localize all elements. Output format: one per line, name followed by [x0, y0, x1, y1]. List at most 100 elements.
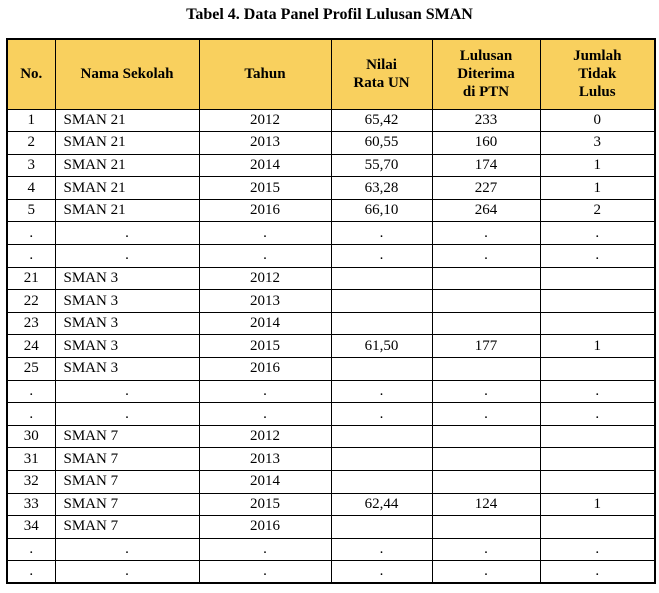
table-cell: 2012 [198, 424, 332, 449]
table-cell: . [539, 402, 656, 426]
header-row: No. Nama Sekolah Tahun Nilai Rata UN Lul… [6, 38, 656, 110]
table-row: 24 SMAN 3 2015 61,50 177 1 [6, 334, 656, 359]
table-cell: 30 [6, 424, 56, 449]
table-cell: 2013 [198, 447, 332, 471]
table-cell: 25 [6, 357, 56, 381]
table-cell: 160 [431, 131, 541, 155]
table-cell: 2 [539, 198, 656, 223]
table-cell: 2014 [198, 311, 332, 336]
table-cell: . [198, 537, 332, 562]
table-cell: . [54, 402, 200, 426]
table-cell: 124 [431, 492, 541, 517]
table-cell: . [330, 244, 433, 268]
table-cell: 227 [431, 176, 541, 200]
table-cell: SMAN 3 [54, 334, 200, 359]
table-cell [539, 266, 656, 291]
table-row: ...... [6, 379, 656, 404]
table-cell [330, 266, 433, 291]
table-cell: . [198, 402, 332, 426]
table-cell: 233 [431, 108, 541, 133]
table-row: ...... [6, 221, 656, 246]
table-cell: . [330, 560, 433, 584]
table-cell: 264 [431, 198, 541, 223]
table-cell: . [54, 221, 200, 246]
table-row: ...... [6, 560, 656, 584]
table-cell: 0 [539, 108, 656, 133]
table-cell: 24 [6, 334, 56, 359]
table-cell: SMAN 7 [54, 470, 200, 494]
table-cell: 2016 [198, 515, 332, 539]
table-cell: SMAN 21 [54, 176, 200, 200]
column-header-nama-sekolah: Nama Sekolah [54, 38, 200, 110]
table-cell: SMAN 21 [54, 108, 200, 133]
column-header-lulusan-diterima-ptn: Lulusan Diterima di PTN [431, 38, 541, 110]
table-cell [539, 470, 656, 494]
table-cell: 2012 [198, 266, 332, 291]
table-row: 31 SMAN 7 2013 [6, 447, 656, 471]
table-cell: . [539, 221, 656, 246]
table-cell: SMAN 21 [54, 131, 200, 155]
table-cell: 2 [6, 131, 56, 155]
table-cell [539, 447, 656, 471]
table-cell: 63,28 [330, 176, 433, 200]
table-cell: . [431, 221, 541, 246]
column-header-nilai-rata-un: Nilai Rata UN [330, 38, 433, 110]
table-cell: SMAN 7 [54, 447, 200, 471]
table-cell [539, 357, 656, 381]
table-cell: 61,50 [330, 334, 433, 359]
table-cell [539, 311, 656, 336]
table-cell: 2016 [198, 357, 332, 381]
column-header-tahun: Tahun [198, 38, 332, 110]
table-cell: . [54, 379, 200, 404]
table-cell [330, 357, 433, 381]
table-row: 1 SMAN 21 2012 65,42 233 0 [6, 108, 656, 133]
table-cell: 2015 [198, 334, 332, 359]
table-row: 34 SMAN 7 2016 [6, 515, 656, 539]
table-cell: 4 [6, 176, 56, 200]
table-cell: . [330, 537, 433, 562]
table-cell: . [198, 379, 332, 404]
table-cell: SMAN 3 [54, 357, 200, 381]
table-cell: 2013 [198, 131, 332, 155]
table-cell: . [6, 560, 56, 584]
table-cell: SMAN 3 [54, 266, 200, 291]
table-cell: 2013 [198, 289, 332, 313]
table-row: 32 SMAN 7 2014 [6, 470, 656, 494]
table-cell: . [54, 244, 200, 268]
table-row: 4 SMAN 21 2015 63,28 227 1 [6, 176, 656, 200]
table-row: 22 SMAN 3 2013 [6, 289, 656, 313]
table-cell [539, 515, 656, 539]
table-cell: . [54, 537, 200, 562]
table-cell: 1 [539, 492, 656, 517]
table-cell: SMAN 7 [54, 492, 200, 517]
table-cell: 65,42 [330, 108, 433, 133]
table-cell [539, 424, 656, 449]
table-cell: 55,70 [330, 153, 433, 178]
table-cell: SMAN 21 [54, 198, 200, 223]
table-cell: 2015 [198, 176, 332, 200]
table-cell: . [539, 244, 656, 268]
table-cell [330, 515, 433, 539]
table-cell [330, 289, 433, 313]
table-cell: 2012 [198, 108, 332, 133]
table-cell: . [198, 244, 332, 268]
table-cell: 3 [6, 153, 56, 178]
table-cell: . [198, 221, 332, 246]
table-row: 21 SMAN 3 2012 [6, 266, 656, 291]
table-cell [431, 515, 541, 539]
table-cell: 1 [539, 334, 656, 359]
table-cell: SMAN 7 [54, 424, 200, 449]
table-cell [330, 447, 433, 471]
table-cell: 1 [6, 108, 56, 133]
table-cell: . [330, 221, 433, 246]
table-cell: . [330, 379, 433, 404]
table-cell: . [6, 244, 56, 268]
table-cell: . [6, 537, 56, 562]
table-row: 25 SMAN 3 2016 [6, 357, 656, 381]
table-cell: 32 [6, 470, 56, 494]
table-cell: 2014 [198, 470, 332, 494]
table-row: ...... [6, 537, 656, 562]
table-cell [330, 470, 433, 494]
table-cell: . [330, 402, 433, 426]
